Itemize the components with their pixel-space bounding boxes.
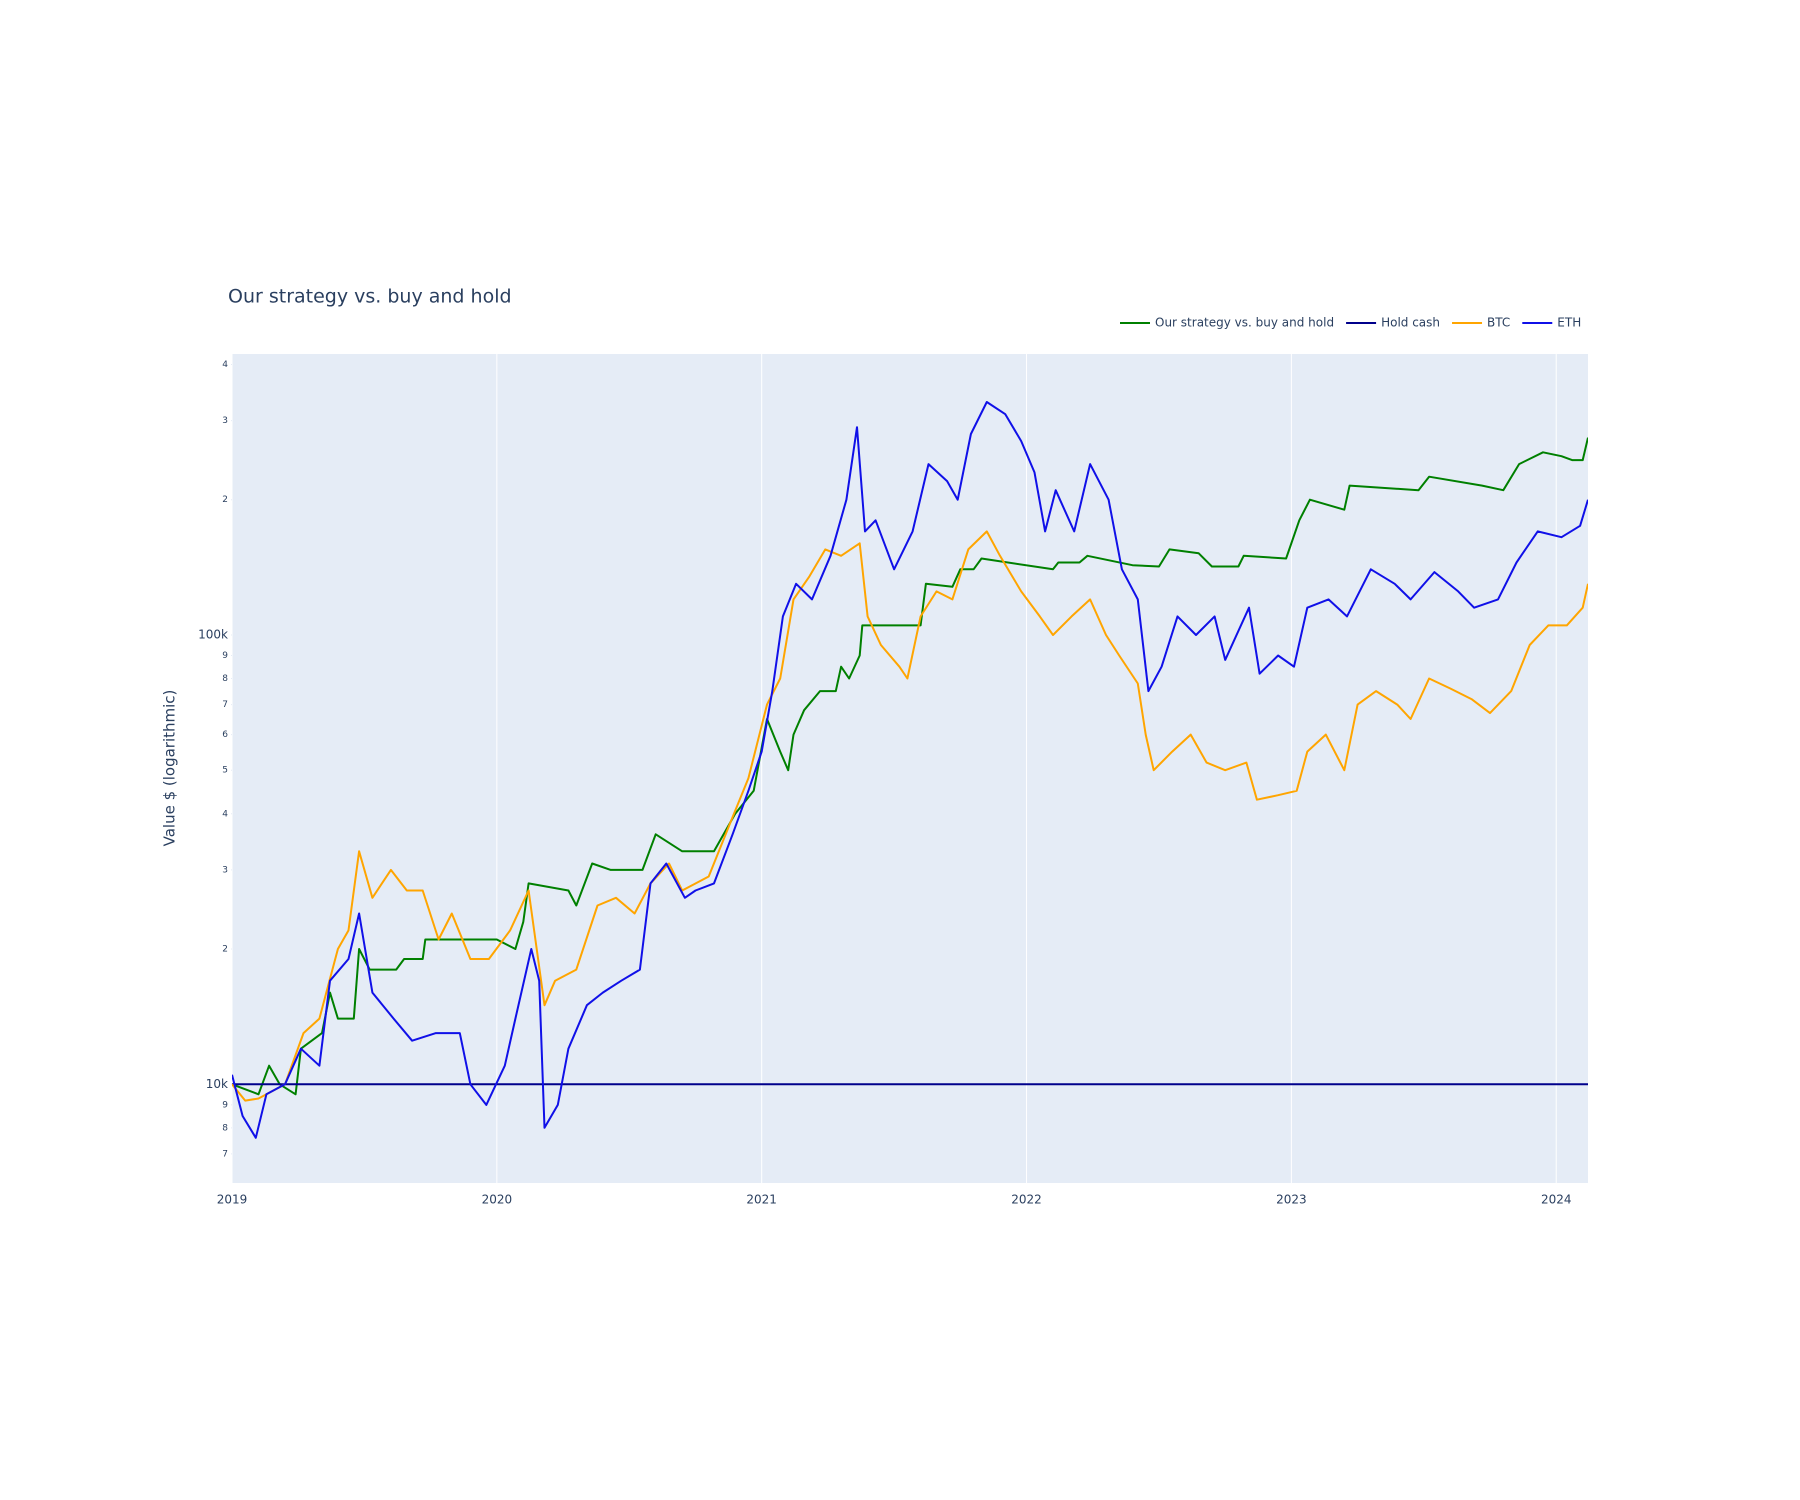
- x-tick-label: 2022: [1011, 1193, 1042, 1207]
- legend-label: Our strategy vs. buy and hold: [1155, 316, 1334, 330]
- legend-label: ETH: [1557, 316, 1581, 330]
- y-tick-label: 7: [222, 700, 228, 710]
- x-tick-label: 2024: [1541, 1193, 1572, 1207]
- y-tick-label: 8: [222, 1123, 228, 1133]
- y-axis-label: Value $ (logarithmic): [161, 690, 179, 847]
- y-tick-label: 8: [222, 674, 228, 684]
- legend-label: BTC: [1487, 316, 1510, 330]
- y-tick-label: 2: [222, 495, 228, 505]
- x-tick-label: 2021: [746, 1193, 777, 1207]
- y-tick-label: 9: [222, 651, 228, 661]
- y-tick-label: 5: [222, 766, 228, 776]
- y-tick-label: 7: [222, 1149, 228, 1159]
- y-tick-label: 4: [222, 360, 228, 370]
- y-tick-label: 100k: [198, 627, 228, 641]
- x-tick-label: 2023: [1276, 1193, 1307, 1207]
- y-tick-label: 2: [222, 945, 228, 955]
- y-tick-label: 4: [222, 809, 228, 819]
- legend-label: Hold cash: [1381, 316, 1440, 330]
- y-tick-label: 3: [222, 865, 228, 875]
- y-tick-label: 3: [222, 416, 228, 426]
- y-tick-label: 10k: [206, 1077, 228, 1091]
- x-tick-label: 2020: [482, 1193, 513, 1207]
- x-tick-label: 2019: [217, 1193, 248, 1207]
- plot-area: [232, 354, 1588, 1183]
- chart-title: Our strategy vs. buy and hold: [228, 286, 512, 308]
- series-line: [232, 401, 1588, 1139]
- series-line: [232, 437, 1588, 1096]
- y-tick-label: 9: [222, 1100, 228, 1110]
- series-line: [232, 530, 1588, 1102]
- y-tick-label: 6: [222, 730, 228, 740]
